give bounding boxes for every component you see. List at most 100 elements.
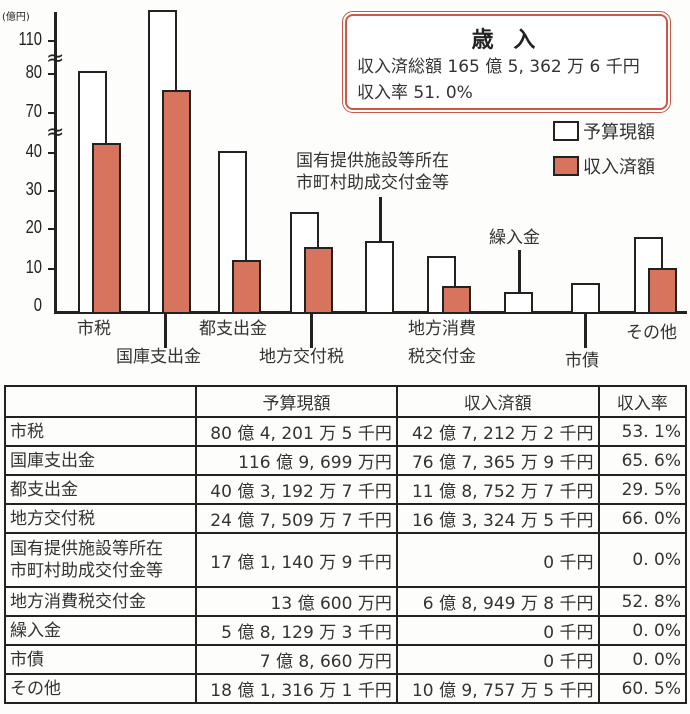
row-name: その他 (3, 673, 198, 704)
row-actual: 0 千円 (395, 615, 600, 646)
row-budget: 116 億 9, 699 万円 (195, 445, 398, 476)
row-rate: 29. 5% (597, 474, 688, 505)
row-rate: 0. 0% (597, 532, 688, 588)
y-tick-label: 20 (25, 217, 42, 237)
row-name: 国有提供施設等所在 市町村助成交付金等 (3, 532, 198, 588)
row-name: 市税 (3, 416, 198, 447)
table-row: 都支出金 40 億 3, 192 万 7 千円 11 億 8, 752 万 7 … (3, 474, 688, 505)
category-label: 市町村助成交付金等 (296, 173, 449, 193)
row-name-line2: 市町村助成交付金等 (10, 561, 163, 581)
row-actual: 6 億 8, 949 万 8 千円 (395, 586, 600, 617)
revenue-summary-box: 歳 入 収入済総額 165 億 5, 362 万 6 千円 収入率 51. 0% (342, 11, 671, 113)
row-budget: 80 億 4, 201 万 5 千円 (195, 416, 398, 447)
bar-actual-kokko (162, 90, 191, 312)
row-rate: 53. 1% (597, 416, 688, 447)
label-leader-line (164, 313, 167, 348)
row-actual: 0 千円 (395, 644, 600, 675)
bar-budget-kokuyu (365, 241, 394, 312)
table-row: 繰入金 5 億 8, 129 万 3 千円 0 千円 0. 0% (3, 615, 688, 646)
row-name-line1: 国有提供施設等所在 (10, 539, 163, 559)
row-rate: 0. 0% (597, 644, 688, 675)
table-header-row: 予算現額 収入済額 収入率 (3, 385, 688, 418)
y-tick (48, 40, 55, 42)
table-row: 国有提供施設等所在 市町村助成交付金等 17 億 1, 140 万 9 千円 0… (3, 532, 688, 588)
y-tick (48, 268, 55, 270)
category-label: その他 (626, 323, 677, 343)
category-label: 地方交付税 (259, 347, 344, 367)
row-name: 繰入金 (3, 615, 198, 646)
row-name: 都支出金 (3, 474, 198, 505)
row-actual: 76 億 7, 365 万 9 千円 (395, 445, 600, 476)
row-rate: 52. 8% (597, 586, 688, 617)
revenue-table: 予算現額 収入済額 収入率 市税 80 億 4, 201 万 5 千円 42 億… (3, 385, 688, 704)
category-label: 国庫支出金 (116, 347, 201, 367)
legend-label: 収入済額 (583, 157, 655, 178)
y-tick (48, 152, 55, 154)
row-rate: 60. 5% (597, 673, 688, 704)
category-label: 市税 (77, 319, 111, 339)
row-budget: 24 億 7, 509 万 7 千円 (195, 503, 398, 534)
bar-budget-shisai (571, 283, 600, 312)
row-budget: 13 億 600 万円 (195, 586, 398, 617)
label-leader-line (310, 313, 313, 348)
legend-label: 予算現額 (583, 122, 655, 143)
y-tick (48, 112, 55, 114)
row-budget: 40 億 3, 192 万 7 千円 (195, 474, 398, 505)
row-budget: 18 億 1, 316 万 1 千円 (195, 673, 398, 704)
revenue-bar-chart: (億円) 110 ≈ 80 70 ≈ 40 30 20 10 0 市税 国庫支出… (2, 10, 687, 371)
y-tick (48, 190, 55, 192)
y-tick-label: 30 (25, 179, 42, 199)
row-rate: 0. 0% (597, 615, 688, 646)
row-rate: 66. 0% (597, 503, 688, 534)
y-tick-label: 80 (25, 62, 42, 82)
row-budget: 5 億 8, 129 万 3 千円 (195, 615, 398, 646)
label-leader-line (584, 313, 587, 348)
column-header: 収入率 (597, 385, 688, 418)
legend-item-budget: 予算現額 (553, 118, 655, 144)
row-actual: 11 億 8, 752 万 7 千円 (395, 474, 600, 505)
category-label: 地方消費 (408, 319, 476, 339)
row-name: 国庫支出金 (3, 445, 198, 476)
y-tick (48, 73, 55, 75)
row-budget: 17 億 1, 140 万 9 千円 (195, 532, 398, 588)
column-header: 予算現額 (195, 385, 398, 418)
row-actual: 42 億 7, 212 万 2 千円 (395, 416, 600, 447)
row-budget: 7 億 8, 660 万円 (195, 644, 398, 675)
category-label: 国有提供施設等所在 (296, 151, 449, 171)
table-row: 市債 7 億 8, 660 万円 0 千円 0. 0% (3, 644, 688, 675)
axis-break-icon: ≈ (46, 46, 65, 71)
y-tick (48, 228, 55, 230)
row-actual: 0 千円 (395, 532, 600, 588)
row-name: 市債 (3, 644, 198, 675)
row-actual: 10 億 9, 757 万 5 千円 (395, 673, 600, 704)
y-tick-label: 110 (18, 29, 42, 49)
legend-swatch-budget (553, 121, 579, 141)
table-row: その他 18 億 1, 316 万 1 千円 10 億 9, 757 万 5 千… (3, 673, 688, 704)
bar-actual-chihoshohizei (442, 286, 471, 312)
table-row: 国庫支出金 116 億 9, 699 万円 76 億 7, 365 万 9 千円… (3, 445, 688, 476)
y-tick-label: 10 (25, 257, 42, 277)
y-axis-unit-label: (億円) (2, 12, 30, 23)
summary-total: 収入済総額 165 億 5, 362 万 6 千円 (357, 57, 640, 77)
legend-item-actual: 収入済額 (553, 153, 655, 179)
y-axis-line (54, 12, 57, 314)
axis-break-icon: ≈ (46, 120, 65, 145)
summary-rate: 収入率 51. 0% (357, 83, 473, 103)
y-tick-label: 70 (25, 101, 42, 121)
category-label: 繰入金 (489, 228, 540, 248)
category-label: 税交付金 (408, 347, 476, 367)
column-header (3, 385, 198, 418)
y-tick-label: 40 (25, 141, 42, 161)
table-row: 地方交付税 24 億 7, 509 万 7 千円 16 億 3, 324 万 5… (3, 503, 688, 534)
row-rate: 65. 6% (597, 445, 688, 476)
bar-budget-kurireikin (504, 292, 533, 312)
table-row: 地方消費税交付金 13 億 600 万円 6 億 8, 949 万 8 千円 5… (3, 586, 688, 617)
bar-actual-toshishutsu (232, 260, 261, 312)
row-actual: 16 億 3, 324 万 5 千円 (395, 503, 600, 534)
y-tick-label: 0 (33, 295, 42, 315)
bar-actual-sonota (648, 268, 677, 312)
summary-title: 歳 入 (471, 28, 542, 53)
label-leader-line (379, 197, 382, 241)
label-leader-line (518, 250, 521, 292)
category-label: 市債 (565, 351, 599, 371)
